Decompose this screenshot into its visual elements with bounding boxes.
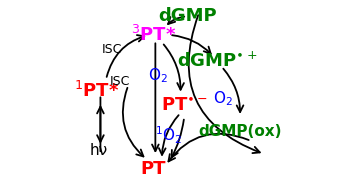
Text: $^1$O$_2$: $^1$O$_2$: [155, 125, 182, 146]
Text: hν: hν: [90, 143, 108, 158]
Text: PT: PT: [141, 160, 166, 178]
Text: $^1$PT*: $^1$PT*: [74, 81, 119, 101]
Text: ISC: ISC: [110, 75, 130, 88]
Text: O$_2$: O$_2$: [148, 67, 168, 85]
Text: $^3$PT*: $^3$PT*: [131, 25, 176, 45]
Text: dGMP(ox): dGMP(ox): [198, 124, 282, 139]
Text: dGMP: dGMP: [158, 7, 217, 25]
Text: dGMP$^{\bullet+}$: dGMP$^{\bullet+}$: [178, 51, 258, 71]
Text: ISC: ISC: [101, 43, 122, 56]
Text: PT$^{\bullet-}$: PT$^{\bullet-}$: [161, 97, 208, 115]
Text: O$_2$: O$_2$: [213, 89, 233, 108]
